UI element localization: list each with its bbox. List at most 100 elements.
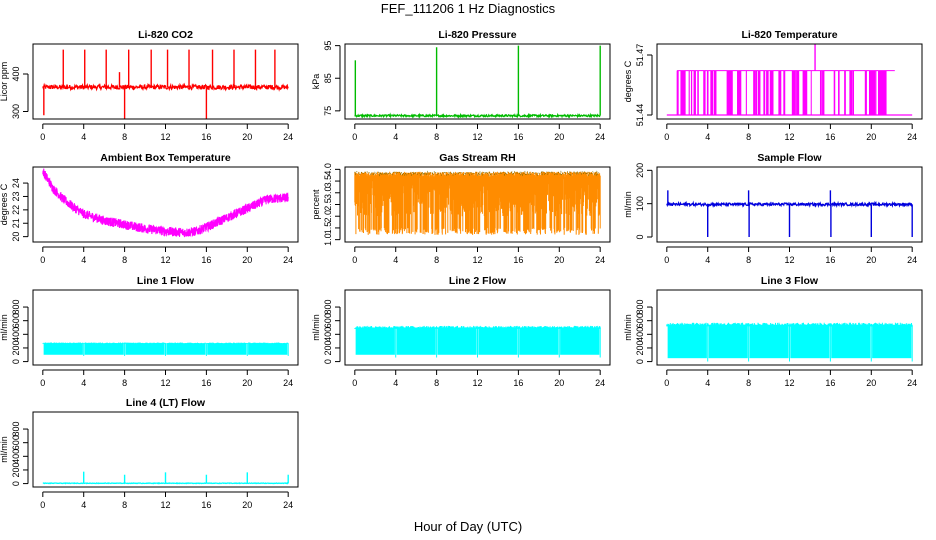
series-sample_flow	[666, 190, 913, 237]
series-line	[42, 82, 289, 92]
series-line	[42, 168, 289, 238]
y-axis: 0 100 200	[635, 163, 653, 240]
y-tick-label: 0	[323, 359, 333, 364]
x-tick-label: 0	[40, 378, 45, 388]
y-tick-label: 200	[635, 340, 645, 355]
y-axis-label: kPa	[311, 74, 321, 90]
x-tick-label: 12	[160, 500, 170, 510]
series-band-segment	[519, 327, 559, 355]
chart-line4: Line 4 (LT) Flow 0 4 8 12 16 20 24 0 200400600800…	[0, 397, 299, 510]
plot-frame	[32, 289, 299, 366]
x-tick-label: 24	[907, 132, 917, 142]
plot-frame	[32, 411, 299, 488]
y-tick-label: 400	[11, 327, 21, 342]
x-tick-label: 24	[283, 378, 293, 388]
plot-frame	[656, 166, 923, 243]
series-band-segment	[872, 324, 912, 359]
x-tick-label: 4	[705, 132, 710, 142]
x-tick-label: 8	[746, 255, 751, 265]
x-tick-label: 20	[866, 132, 876, 142]
y-tick-label: 400	[635, 327, 645, 342]
series-band-segment	[125, 343, 165, 355]
y-tick-label: 100	[635, 196, 645, 211]
chart-line3: Line 3 Flow 0 4 8 12 16 20 24 0 200400600800ml/mi…	[623, 275, 923, 388]
y-tick-label: 2.0	[323, 210, 333, 223]
x-tick-label: 12	[160, 132, 170, 142]
series-rh	[354, 170, 601, 235]
series-line	[354, 112, 601, 119]
series-band	[354, 171, 601, 235]
series-band-segment	[248, 343, 288, 355]
x-axis: 0 4 8 12 16 20 24	[352, 123, 605, 142]
x-tick-label: 0	[352, 378, 357, 388]
chart-title: Line 4 (LT) Flow	[126, 397, 206, 409]
y-axis-label: percent	[311, 189, 321, 220]
figure-x-axis-label: Hour of Day (UTC)	[414, 519, 522, 534]
chart-title: Line 3 Flow	[761, 275, 819, 287]
y-axis-label: degrees C	[623, 60, 633, 102]
plot-frame	[344, 289, 611, 366]
chart-line1: Line 1 Flow 0 4 8 12 16 20 24 0 200400600800ml/mi…	[0, 275, 299, 388]
y-tick-label: 75	[323, 106, 333, 116]
x-tick-label: 16	[513, 255, 523, 265]
series-line1	[42, 342, 289, 356]
x-tick-label: 24	[595, 132, 605, 142]
x-tick-label: 4	[81, 378, 86, 388]
x-tick-label: 0	[40, 500, 45, 510]
y-tick-label: 800	[11, 300, 21, 315]
x-tick-label: 16	[825, 378, 835, 388]
x-tick-label: 8	[122, 132, 127, 142]
x-tick-label: 12	[784, 255, 794, 265]
x-tick-label: 16	[201, 378, 211, 388]
x-axis: 0 4 8 12 16 20 24	[40, 123, 293, 142]
x-tick-label: 12	[160, 255, 170, 265]
x-tick-label: 0	[664, 255, 669, 265]
x-axis: 0 4 8 12 16 20 24	[352, 246, 605, 265]
x-axis: 0 4 8 12 16 20 24	[40, 491, 293, 510]
x-tick-label: 8	[122, 255, 127, 265]
x-tick-label: 8	[122, 378, 127, 388]
x-tick-label: 20	[242, 255, 252, 265]
y-tick-label: 0	[11, 359, 21, 364]
series-ambient	[42, 168, 289, 238]
y-tick-label: 95	[323, 41, 333, 51]
x-tick-label: 12	[472, 132, 482, 142]
y-axis: 300 400	[11, 66, 29, 119]
y-tick-label: 800	[323, 300, 333, 315]
y-axis-label: ml/min	[0, 314, 9, 341]
x-tick-label: 4	[81, 255, 86, 265]
x-tick-label: 8	[434, 378, 439, 388]
chart-ambient: Ambient Box Temperature 0 4 8 12 16 20 24 20 21 22…	[0, 152, 299, 265]
y-tick-label: 0	[635, 359, 645, 364]
x-tick-label: 12	[472, 378, 482, 388]
y-tick-label: 600	[11, 435, 21, 450]
series-line3	[666, 322, 913, 362]
x-tick-label: 0	[40, 132, 45, 142]
chart-title: Gas Stream RH	[439, 152, 515, 164]
chart-title: Li-820 CO2	[138, 29, 193, 41]
y-tick-label: 600	[11, 313, 21, 328]
y-tick-label: 20	[11, 232, 21, 242]
series-band-segment	[831, 324, 871, 359]
y-tick-label: 600	[635, 313, 645, 328]
x-tick-label: 24	[283, 132, 293, 142]
x-tick-label: 16	[825, 255, 835, 265]
y-tick-label: 3.5	[323, 175, 333, 188]
series-pressure	[354, 45, 601, 119]
y-axis-label: ml/min	[311, 314, 321, 341]
series-band-segment	[478, 327, 518, 355]
y-tick-label: 200	[11, 340, 21, 355]
x-tick-label: 12	[784, 132, 794, 142]
series-band-segment	[749, 324, 789, 359]
x-tick-label: 12	[160, 378, 170, 388]
x-tick-label: 16	[201, 132, 211, 142]
y-tick-label: 200	[11, 462, 21, 477]
figure-title: FEF_111206 1 Hz Diagnostics	[381, 1, 556, 16]
x-tick-label: 12	[784, 378, 794, 388]
y-tick-label: 300	[11, 104, 21, 119]
plot-frame	[656, 289, 923, 366]
x-tick-label: 4	[705, 255, 710, 265]
x-tick-label: 24	[907, 255, 917, 265]
